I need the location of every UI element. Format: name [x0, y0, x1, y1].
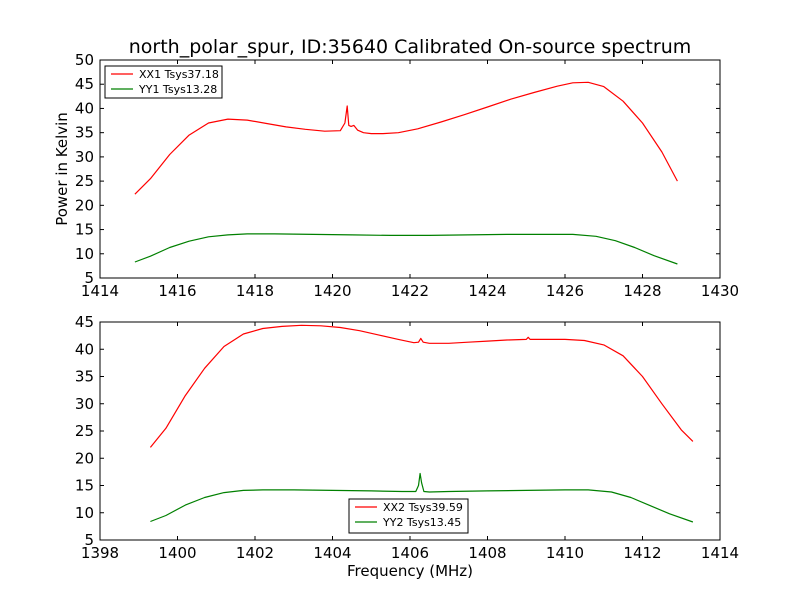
y-tick-label: 30	[75, 148, 94, 166]
y-tick-label: 35	[75, 368, 94, 386]
x-axis-label: Frequency (MHz)	[347, 562, 473, 580]
y-tick-label: 20	[75, 196, 94, 214]
y-tick-label: 10	[75, 504, 94, 522]
x-tick-label: 1398	[81, 544, 119, 562]
legend-box	[348, 498, 469, 534]
series-line-yy	[134, 233, 678, 265]
y-tick-label: 15	[75, 221, 94, 239]
series-line-yy	[150, 472, 694, 523]
x-tick-label: 1420	[313, 282, 351, 300]
x-tick-label: 1428	[623, 282, 661, 300]
x-tick-label: 1426	[546, 282, 584, 300]
x-tick-label: 1424	[468, 282, 506, 300]
y-tick-label: 50	[75, 51, 94, 69]
x-tick-label: 1414	[701, 544, 739, 562]
y-tick-label: 25	[75, 172, 94, 190]
y-tick-label: 5	[84, 531, 94, 549]
x-tick-label: 1422	[391, 282, 429, 300]
x-tick-label: 1418	[236, 282, 274, 300]
x-tick-label: 1406	[391, 544, 429, 562]
y-tick-label: 10	[75, 245, 94, 263]
y-tick-label: 25	[75, 422, 94, 440]
y-tick-label: 5	[84, 269, 94, 287]
series-line-xx	[149, 324, 694, 448]
y-tick-label: 35	[75, 124, 94, 142]
x-tick-label: 1400	[158, 544, 196, 562]
x-tick-label: 1410	[546, 544, 584, 562]
legend-box	[104, 65, 223, 99]
x-tick-label: 1430	[701, 282, 739, 300]
y-axis-label: Power in Kelvin	[53, 112, 71, 226]
x-tick-label: 1414	[81, 282, 119, 300]
y-tick-label: 30	[75, 395, 94, 413]
x-tick-label: 1404	[313, 544, 351, 562]
bottom-panel: 1398 1400 1402 1404 1406 1408 1410 1412 1414 5 10 1…	[75, 313, 739, 562]
legend-entry: YY2 Tsys13.45	[382, 516, 461, 529]
top-panel: 1414 1416 1418 1420 1422 1424 1426 1428 1430 5 10 1…	[75, 51, 739, 300]
chart-title: north_polar_spur, ID:35640 Calibrated On…	[129, 36, 692, 58]
legend-entry: YY1 Tsys13.28	[138, 83, 217, 96]
y-tick-label: 45	[75, 313, 94, 331]
y-tick-label: 15	[75, 477, 94, 495]
x-tick-label: 1412	[623, 544, 661, 562]
series-line-xx	[134, 81, 678, 195]
x-tick-label: 1416	[158, 282, 196, 300]
x-tick-label: 1402	[236, 544, 274, 562]
legend-entry: XX1 Tsys37.18	[139, 68, 219, 81]
legend-entry: XX2 Tsys39.59	[383, 501, 463, 514]
y-tick-label: 40	[75, 99, 94, 117]
y-tick-label: 20	[75, 449, 94, 467]
y-tick-label: 45	[75, 75, 94, 93]
y-tick-label: 40	[75, 340, 94, 358]
x-tick-label: 1408	[468, 544, 506, 562]
